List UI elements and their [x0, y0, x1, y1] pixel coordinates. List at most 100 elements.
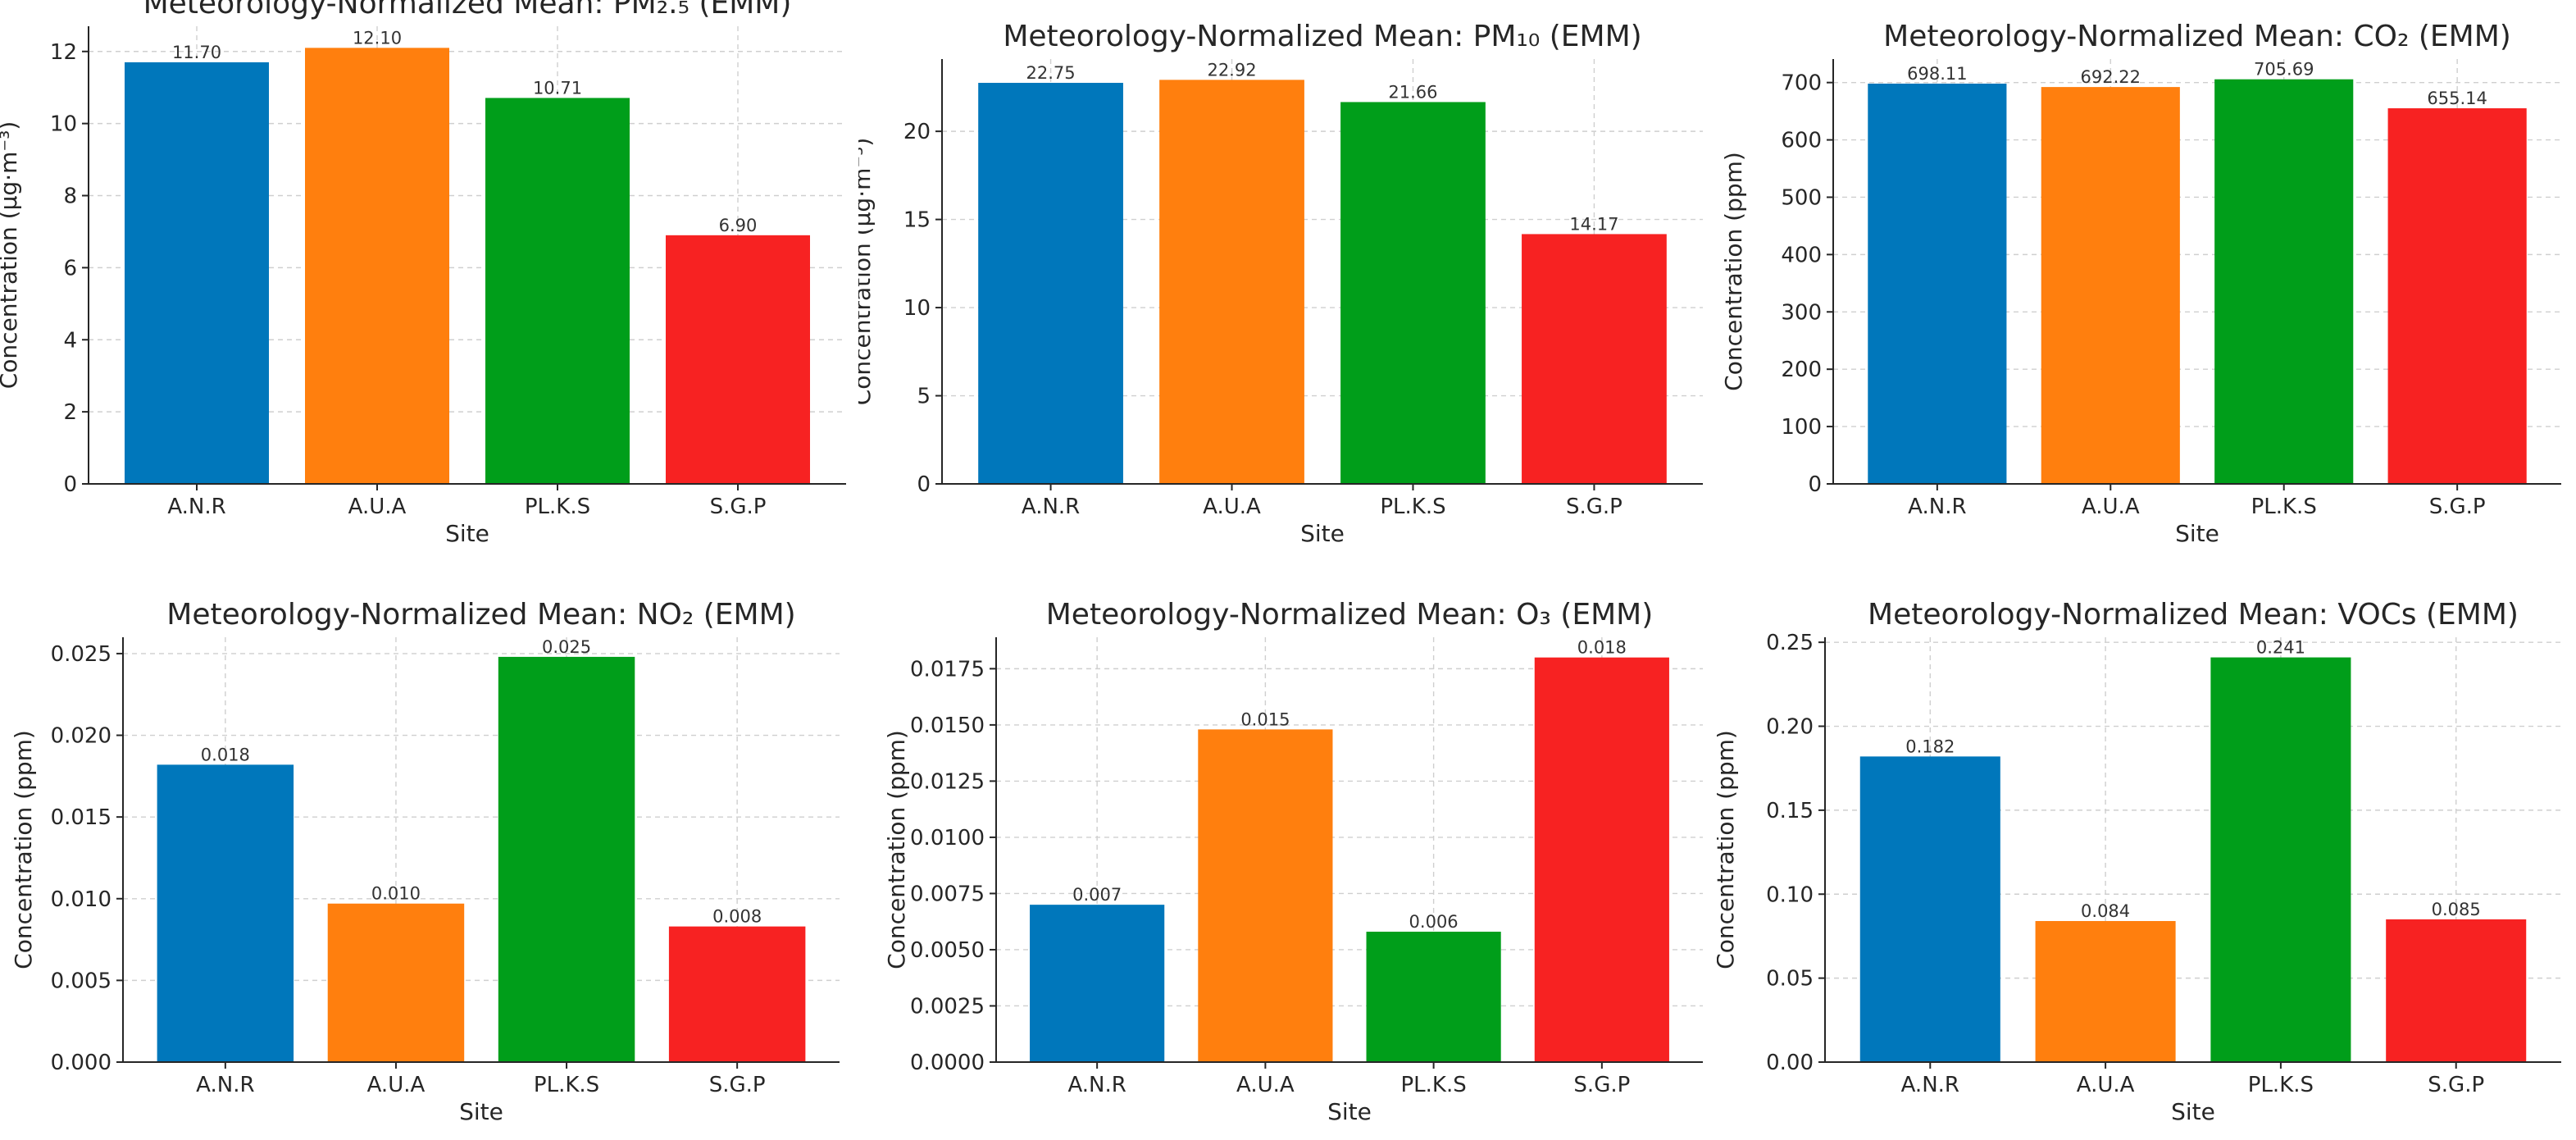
- bar-a-u-a: [327, 903, 465, 1062]
- data-label-s-g-p: 0.008: [712, 907, 762, 927]
- data-label-a-u-a: 22.92: [1207, 60, 1256, 80]
- bar-a-n-r: [978, 83, 1123, 484]
- data-label-pl-k-s: 0.006: [1409, 912, 1459, 932]
- x-tick-label-s-g-p: S.G.P: [1573, 1073, 1630, 1097]
- chart-panel-vocs: 0.182 0.084 0.241 0.085 0.00 0.05 0.10 0.15 0.20…: [1717, 570, 2575, 1140]
- y-tick-label: 600: [1781, 129, 1822, 153]
- x-tick-label-a-u-a: A.U.A: [348, 495, 407, 519]
- chart-svg-co2: 698.11 692.22 705.69 655.14 0 100 200 300 400 500…: [1720, 20, 2561, 547]
- x-tick-label-s-g-p: S.G.P: [709, 1073, 766, 1097]
- bar-a-n-r: [157, 764, 294, 1062]
- x-tick-label-a-u-a: A.U.A: [2077, 1073, 2135, 1097]
- x-axis-title: Site: [2175, 520, 2219, 547]
- data-label-a-u-a: 0.084: [2081, 901, 2130, 921]
- y-tick-label: 0.005: [51, 969, 112, 993]
- data-label-s-g-p: 6.90: [719, 216, 758, 235]
- bar-a-n-r: [1868, 83, 2007, 484]
- chart-svg-o3: 0.007 0.015 0.006 0.018 0.0000 0.0025 0.0050 0.…: [883, 598, 1703, 1125]
- chart-title: Meteorology-Normalized Mean: PM₂.₅ (EMM): [143, 0, 792, 21]
- y-axis-title: Concentration (ppm): [1720, 152, 1747, 391]
- x-tick-label-pl-k-s: PL.K.S: [534, 1073, 599, 1097]
- bar-pl-k-s: [1340, 102, 1486, 484]
- bar-s-g-p: [2387, 108, 2527, 485]
- data-label-s-g-p: 655.14: [2427, 89, 2487, 108]
- data-label-a-n-r: 0.182: [1905, 736, 1955, 756]
- data-label-a-n-r: 0.007: [1072, 885, 1122, 905]
- data-label-pl-k-s: 705.69: [2254, 60, 2314, 80]
- chart-title: Meteorology-Normalized Mean: CO₂ (EMM): [1883, 20, 2511, 53]
- y-tick-label: 700: [1781, 71, 1822, 96]
- y-tick-label: 200: [1781, 358, 1822, 382]
- y-tick-label: 10: [903, 296, 931, 321]
- y-tick-label: 4: [63, 328, 77, 353]
- y-tick-label: 0.00: [1766, 1051, 1814, 1075]
- y-tick-label: 0.015: [51, 805, 112, 830]
- x-tick-label-s-g-p: S.G.P: [2428, 1073, 2484, 1097]
- y-tick-label: 6: [63, 256, 77, 280]
- x-tick-label-a-u-a: A.U.A: [1236, 1073, 1295, 1097]
- x-tick-label-pl-k-s: PL.K.S: [2251, 495, 2317, 519]
- chart-title: Meteorology-Normalized Mean: NO₂ (EMM): [166, 598, 795, 632]
- chart-panel-pm25: 11.70 12.10 10.71 6.90 0 2 4 6 8 10 12 A.N.R A.U.A PL…: [0, 0, 858, 570]
- y-tick-label: 0.20: [1766, 715, 1814, 740]
- x-axis-title: Site: [445, 520, 489, 547]
- y-tick-label: 0.25: [1766, 631, 1814, 655]
- chart-svg-no2: 0.018 0.010 0.025 0.008 0.000 0.005 0.010 0.015…: [10, 598, 840, 1125]
- data-label-a-u-a: 692.22: [2081, 67, 2141, 87]
- x-tick-label-a-n-r: A.N.R: [167, 495, 225, 519]
- bar-pl-k-s: [498, 656, 635, 1062]
- x-tick-label-a-u-a: A.U.A: [1203, 495, 1261, 519]
- y-tick-label: 0: [1808, 472, 1822, 497]
- y-tick-label: 0.0100: [910, 826, 985, 850]
- data-label-a-n-r: 698.11: [1907, 64, 1967, 84]
- y-tick-label: 400: [1781, 243, 1822, 267]
- x-tick-label-a-u-a: A.U.A: [2082, 495, 2140, 519]
- chart-title: Meteorology-Normalized Mean: O₃ (EMM): [1046, 598, 1654, 632]
- x-tick-label-s-g-p: S.G.P: [710, 495, 767, 519]
- y-tick-label: 8: [63, 185, 77, 209]
- bar-pl-k-s: [2214, 79, 2354, 484]
- y-tick-label: 0.0050: [910, 938, 985, 963]
- y-tick-label: 5: [917, 385, 931, 409]
- chart-panel-pm10: 22.75 22.92 21.66 14.17 0 5 10 15 20 A.N.R A.U.A PL…: [858, 0, 1717, 570]
- y-tick-label: 0.10: [1766, 882, 1814, 907]
- x-tick-label-a-n-r: A.N.R: [196, 1073, 254, 1097]
- y-tick-label: 10: [50, 112, 77, 137]
- y-tick-label: 15: [903, 208, 931, 233]
- bar-s-g-p: [1522, 234, 1667, 484]
- data-label-a-u-a: 0.010: [371, 884, 421, 904]
- x-axis-title: Site: [1327, 1098, 1372, 1125]
- x-tick-label-pl-k-s: PL.K.S: [1400, 1073, 1466, 1097]
- bar-s-g-p: [668, 926, 806, 1062]
- data-label-a-n-r: 22.75: [1026, 63, 1076, 83]
- x-axis-title: Site: [1300, 520, 1345, 547]
- y-axis-title: Concentration (µg·m⁻³): [858, 138, 876, 406]
- y-tick-label: 0.025: [51, 642, 112, 667]
- chart-svg-pm10: 22.75 22.92 21.66 14.17 0 5 10 15 20 A.N.R A.U.A PL…: [858, 20, 1703, 547]
- data-label-pl-k-s: 0.025: [542, 637, 591, 657]
- x-tick-label-a-u-a: A.U.A: [367, 1073, 426, 1097]
- data-label-s-g-p: 0.085: [2432, 900, 2481, 919]
- x-tick-label-s-g-p: S.G.P: [1566, 495, 1623, 519]
- data-label-pl-k-s: 21.66: [1388, 82, 1437, 102]
- data-label-s-g-p: 14.17: [1569, 214, 1618, 234]
- y-tick-label: 0: [917, 472, 931, 497]
- y-tick-label: 0.0000: [910, 1051, 985, 1075]
- x-tick-label-a-n-r: A.N.R: [1901, 1073, 1959, 1097]
- x-axis-title: Site: [2171, 1098, 2215, 1125]
- chart-panel-o3: 0.007 0.015 0.006 0.018 0.0000 0.0025 0.0050 0.…: [858, 570, 1717, 1140]
- y-tick-label: 500: [1781, 185, 1822, 210]
- chart-title: Meteorology-Normalized Mean: VOCs (EMM): [1868, 598, 2519, 632]
- y-tick-label: 100: [1781, 415, 1822, 440]
- y-tick-label: 0.000: [51, 1051, 112, 1075]
- x-tick-label-a-n-r: A.N.R: [1067, 1073, 1126, 1097]
- y-axis-title: Concentration (ppm): [1717, 730, 1739, 969]
- bar-a-u-a: [2041, 87, 2180, 485]
- y-tick-label: 0: [63, 472, 77, 497]
- bar-pl-k-s: [1366, 932, 1501, 1062]
- bar-a-u-a: [1198, 729, 1333, 1062]
- bar-a-u-a: [1159, 80, 1304, 484]
- bar-pl-k-s: [485, 98, 630, 485]
- x-tick-label-a-n-r: A.N.R: [1908, 495, 1966, 519]
- bar-a-u-a: [305, 48, 449, 485]
